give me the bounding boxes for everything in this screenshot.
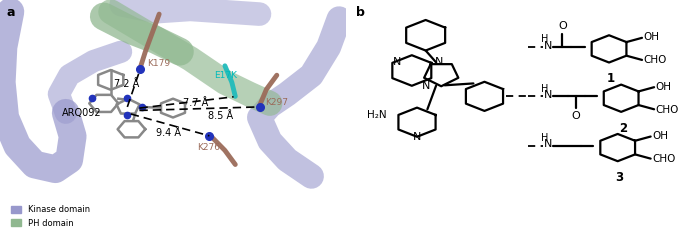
Text: 8.5 Å: 8.5 Å <box>208 111 233 121</box>
Text: H: H <box>540 133 548 143</box>
Text: N: N <box>544 90 552 100</box>
Text: CHO: CHO <box>644 55 667 65</box>
Text: 1: 1 <box>607 72 615 85</box>
Text: CHO: CHO <box>652 154 676 164</box>
Text: N: N <box>393 57 401 67</box>
Text: H: H <box>540 35 548 44</box>
Text: 7.2 Å: 7.2 Å <box>114 79 139 89</box>
Text: OH: OH <box>656 82 672 92</box>
Text: K276: K276 <box>197 143 220 153</box>
Text: 7.7 Å: 7.7 Å <box>183 98 208 108</box>
Text: OH: OH <box>644 32 660 42</box>
Legend: Kinase domain, PH domain: Kinase domain, PH domain <box>8 202 93 231</box>
Text: K179: K179 <box>147 59 170 68</box>
Text: a: a <box>6 6 15 19</box>
Text: N: N <box>435 57 443 67</box>
Text: ARQ092: ARQ092 <box>62 108 102 118</box>
Text: E17K: E17K <box>215 70 238 80</box>
Text: O: O <box>558 21 567 31</box>
Text: O: O <box>572 111 581 121</box>
Text: 3: 3 <box>615 171 624 184</box>
Text: K297: K297 <box>265 98 288 107</box>
Text: H₂N: H₂N <box>368 110 387 120</box>
Text: CHO: CHO <box>656 105 679 115</box>
Text: b: b <box>356 6 366 19</box>
Text: N: N <box>413 132 421 142</box>
Text: N: N <box>544 139 552 149</box>
Text: OH: OH <box>652 131 668 141</box>
Text: N: N <box>421 81 430 91</box>
Text: H: H <box>540 84 548 94</box>
Text: 9.4 Å: 9.4 Å <box>156 128 181 138</box>
Text: N: N <box>544 41 552 51</box>
Text: 2: 2 <box>619 122 627 135</box>
